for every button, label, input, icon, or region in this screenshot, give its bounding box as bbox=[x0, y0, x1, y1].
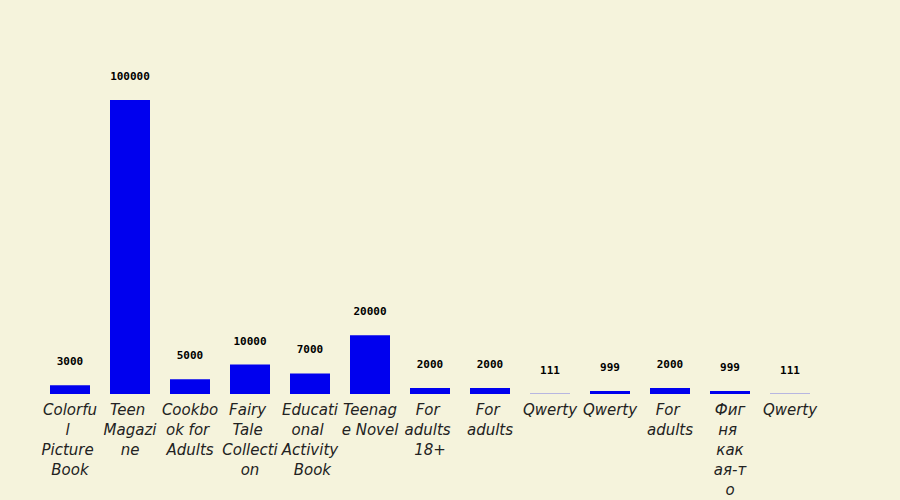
svg-text:Collecti: Collecti bbox=[222, 441, 278, 459]
svg-text:ne: ne bbox=[121, 441, 140, 459]
svg-text:о: о bbox=[725, 481, 734, 499]
svg-text:adults: adults bbox=[467, 421, 513, 439]
svg-text:Activity: Activity bbox=[281, 441, 339, 459]
svg-text:Qwerty: Qwerty bbox=[583, 401, 638, 419]
svg-text:e Novel: e Novel bbox=[342, 421, 400, 439]
svg-text:Qwerty: Qwerty bbox=[523, 401, 578, 419]
svg-text:999: 999 bbox=[600, 361, 620, 374]
svg-text:3000: 3000 bbox=[57, 355, 84, 368]
svg-text:20000: 20000 bbox=[353, 305, 386, 318]
svg-text:l: l bbox=[66, 421, 75, 439]
svg-text:999: 999 bbox=[720, 361, 740, 374]
svg-text:Book: Book bbox=[289, 461, 332, 479]
svg-text:2000: 2000 bbox=[477, 358, 504, 371]
svg-text:2000: 2000 bbox=[417, 358, 444, 371]
svg-text:Educati: Educati bbox=[282, 401, 339, 419]
svg-text:5000: 5000 bbox=[177, 349, 204, 362]
svg-text:onal: onal bbox=[292, 421, 329, 439]
svg-text:Colorfu: Colorfu bbox=[43, 401, 97, 419]
svg-text:For: For bbox=[656, 401, 685, 419]
svg-text:ok for: ok for bbox=[166, 421, 214, 439]
svg-text:Cookbo: Cookbo bbox=[162, 401, 218, 419]
svg-text:Qwerty: Qwerty bbox=[763, 401, 818, 419]
svg-text:Фиг: Фиг bbox=[715, 401, 746, 419]
svg-text:For: For bbox=[476, 401, 505, 419]
svg-text:100000: 100000 bbox=[110, 70, 150, 83]
svg-text:ня: ня bbox=[718, 421, 742, 439]
svg-text:adults: adults bbox=[405, 421, 456, 439]
svg-text:Fairy: Fairy bbox=[229, 401, 271, 419]
svg-text:Teen: Teen bbox=[110, 401, 150, 419]
svg-text:7000: 7000 bbox=[297, 343, 324, 356]
svg-text:2000: 2000 bbox=[657, 358, 684, 371]
svg-text:Teenag: Teenag bbox=[343, 401, 397, 419]
svg-text:Picture: Picture bbox=[41, 441, 98, 459]
svg-text:ая-т: ая-т bbox=[714, 461, 748, 479]
svg-text:Tale: Tale bbox=[233, 421, 268, 439]
svg-text:18+: 18+ bbox=[414, 441, 446, 459]
svg-text:111: 111 bbox=[780, 364, 800, 377]
svg-text:Magazi: Magazi bbox=[104, 421, 158, 439]
svg-text:For: For bbox=[416, 401, 445, 419]
svg-text:10000: 10000 bbox=[233, 335, 266, 348]
svg-text:Book: Book bbox=[51, 461, 90, 479]
svg-text:111: 111 bbox=[540, 364, 560, 377]
svg-text:Adults: Adults bbox=[165, 441, 213, 459]
svg-text:adults: adults bbox=[647, 421, 693, 439]
svg-text:on: on bbox=[241, 461, 260, 479]
svg-text:как: как bbox=[716, 441, 743, 459]
